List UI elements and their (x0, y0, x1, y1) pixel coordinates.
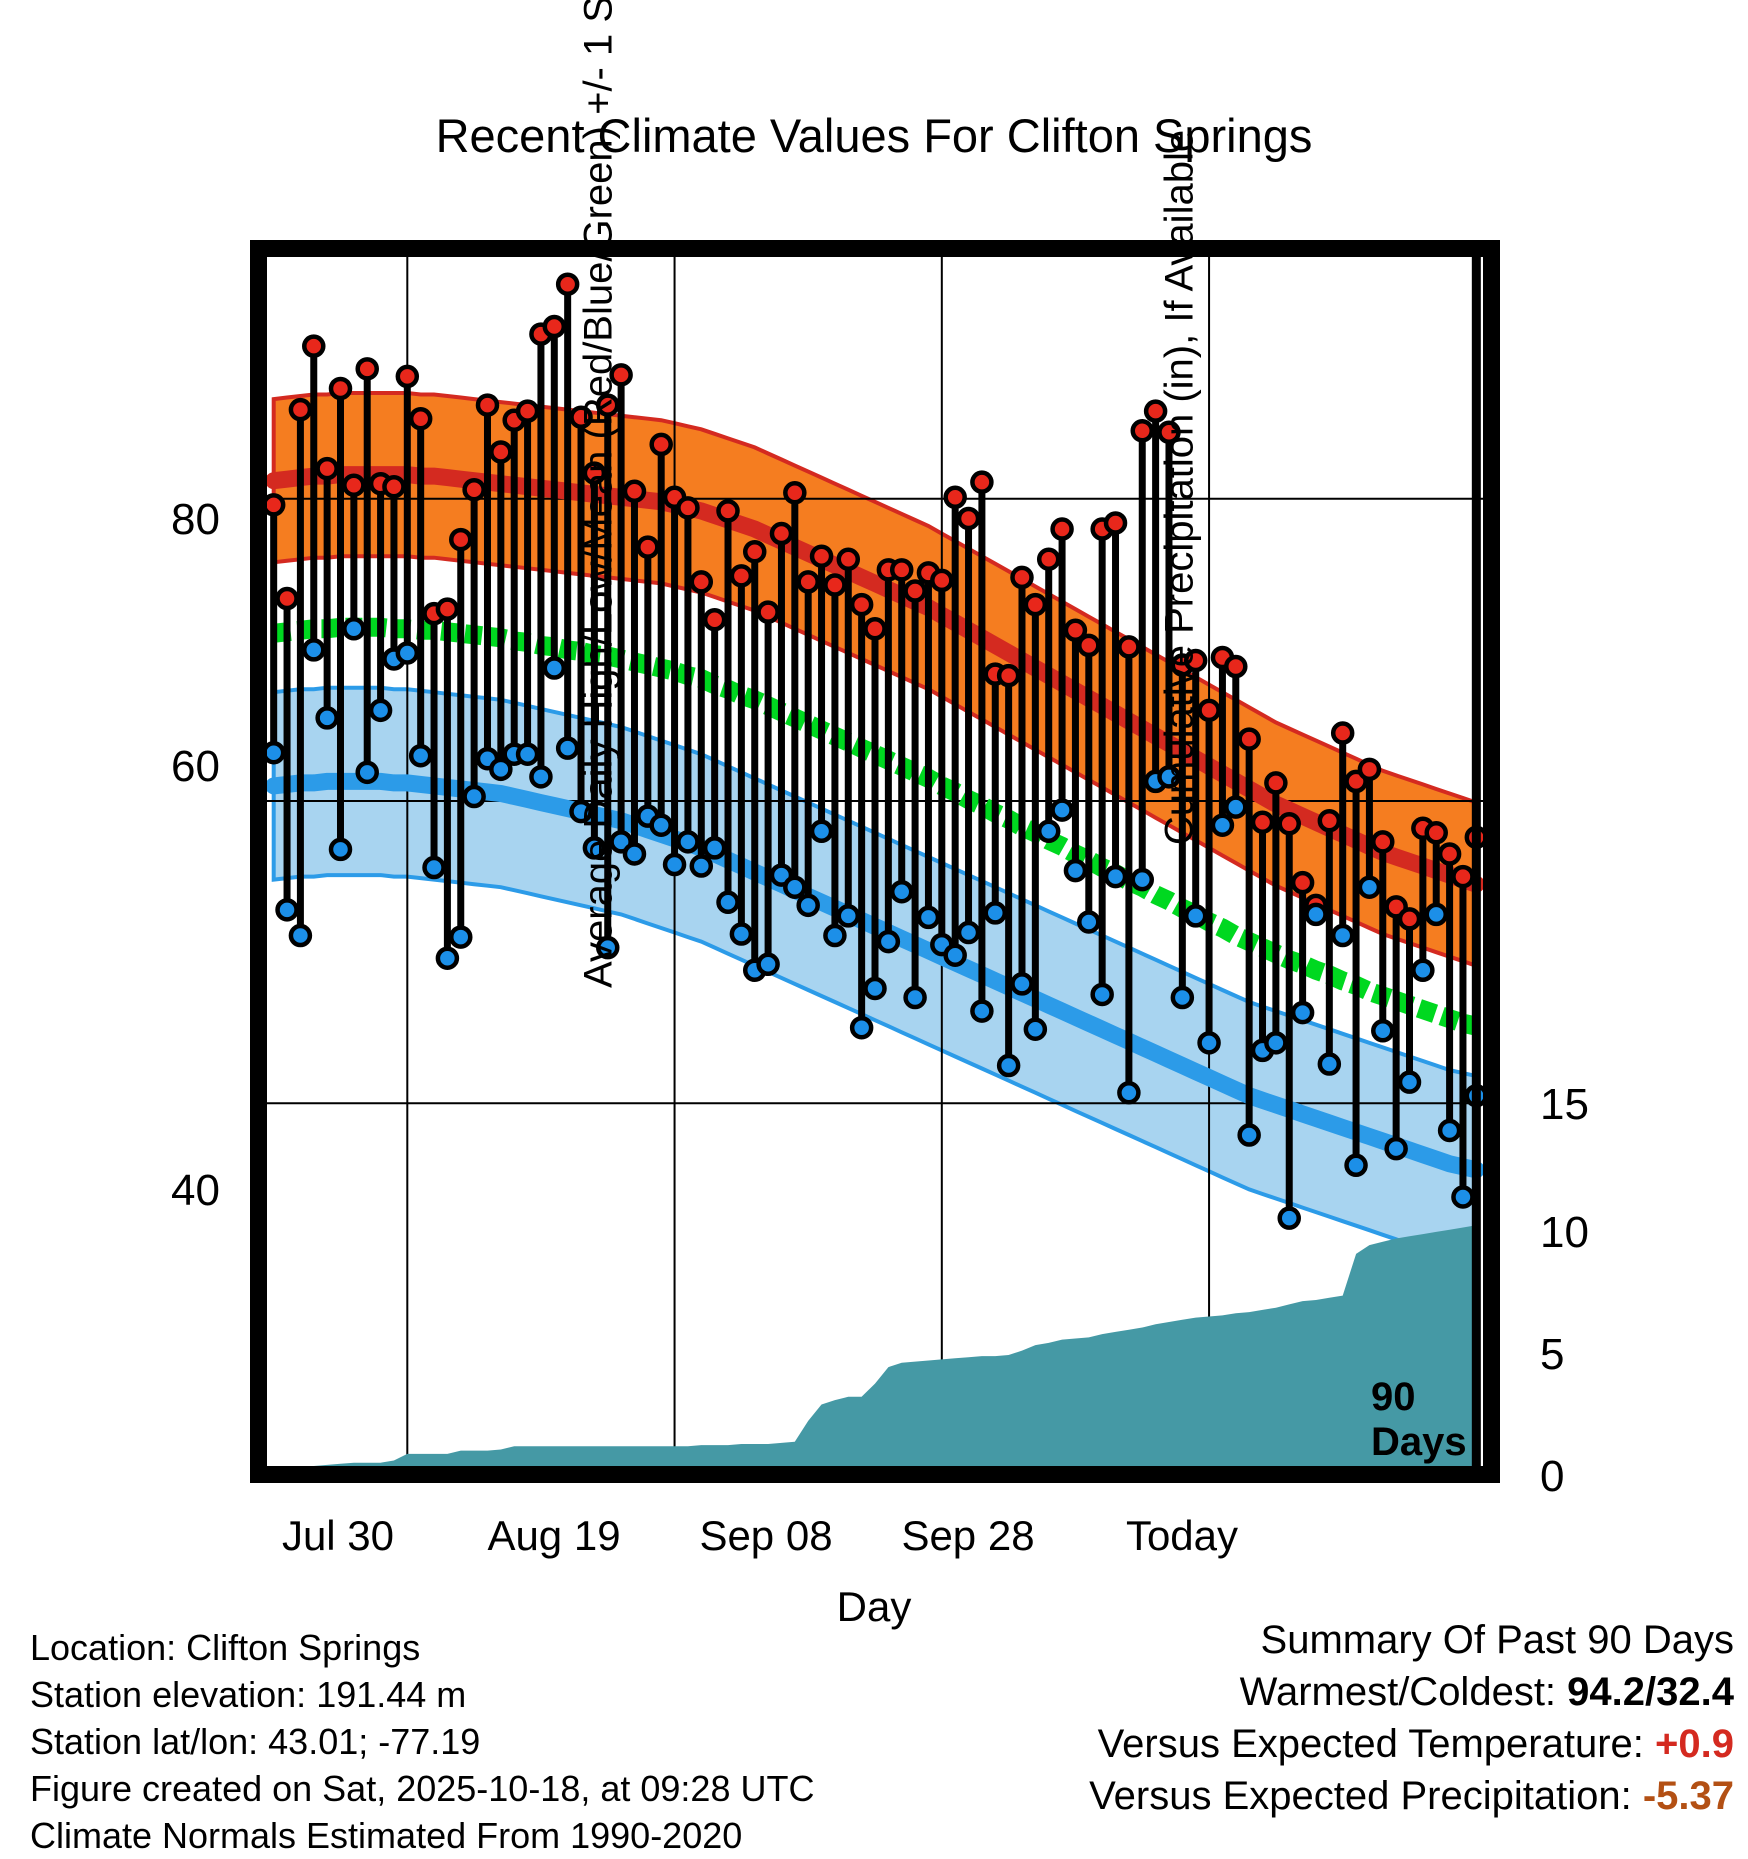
y-axis-left-label: Average Daily High/Low/Mean (Red/Blue/Gr… (576, 0, 621, 988)
info-location: Location: Clifton Springs (30, 1627, 421, 1668)
summary-vs-precipitation: Versus Expected Precipitation: -5.37 (1089, 1770, 1734, 1822)
y-axis-right-label: Cumulative Precipitation (in), If Availa… (1157, 129, 1202, 846)
warmest-coldest-value: 94.2/32.4 (1567, 1670, 1734, 1714)
x-axis-label: Day (836, 1583, 912, 1630)
x-tick-jul-30: Jul 30 (281, 1512, 395, 1559)
x-tick-aug-19: Aug 19 (487, 1512, 621, 1559)
y2-tick-10: 10 (1540, 1208, 1589, 1257)
y-tick-80: 80 (171, 495, 220, 544)
vs-precipitation-label: Versus Expected Precipitation: (1089, 1774, 1632, 1818)
chart-title: Recent Climate Values For Clifton Spring… (435, 109, 1313, 162)
y-tick-40: 40 (171, 1166, 220, 1215)
summary-panel: Summary Of Past 90 Days Warmest/Coldest:… (1089, 1614, 1734, 1822)
y2-tick-5: 5 (1540, 1330, 1565, 1379)
vs-precipitation-value: -5.37 (1642, 1774, 1734, 1818)
summary-warmest-coldest: Warmest/Coldest: 94.2/32.4 (1089, 1666, 1734, 1718)
annotation-line-1: 90 (1371, 1375, 1416, 1419)
summary-vs-temperature: Versus Expected Temperature: +0.9 (1089, 1718, 1734, 1770)
y2-tick-15: 15 (1540, 1080, 1589, 1129)
x-tick-sep-08: Sep 08 (699, 1512, 833, 1559)
info-elevation: Station elevation: 191.44 m (30, 1674, 467, 1715)
warmest-coldest-label: Warmest/Coldest: (1239, 1670, 1557, 1714)
vs-temperature-value: +0.9 (1655, 1722, 1734, 1766)
x-tick-sep-28: Sep 28 (901, 1512, 1035, 1559)
y2-tick-0: 0 (1540, 1452, 1565, 1501)
info-created: Figure created on Sat, 2025-10-18, at 09… (30, 1768, 815, 1809)
station-info: Location: Clifton Springs Station elevat… (30, 1624, 814, 1859)
chart-canvas (267, 257, 1483, 1466)
ninety-days-annotation: 90 Days (1371, 1375, 1467, 1465)
info-normals: Climate Normals Estimated From 1990-2020 (30, 1815, 743, 1856)
vs-temperature-label: Versus Expected Temperature: (1097, 1722, 1644, 1766)
x-tick-today: Today (1125, 1512, 1239, 1559)
plot-inner (267, 257, 1483, 1466)
annotation-line-2: Days (1371, 1420, 1467, 1464)
info-latlon: Station lat/lon: 43.01; -77.19 (30, 1721, 481, 1762)
plot-area (250, 240, 1500, 1483)
summary-heading: Summary Of Past 90 Days (1260, 1618, 1734, 1662)
y-tick-60: 60 (171, 742, 220, 791)
